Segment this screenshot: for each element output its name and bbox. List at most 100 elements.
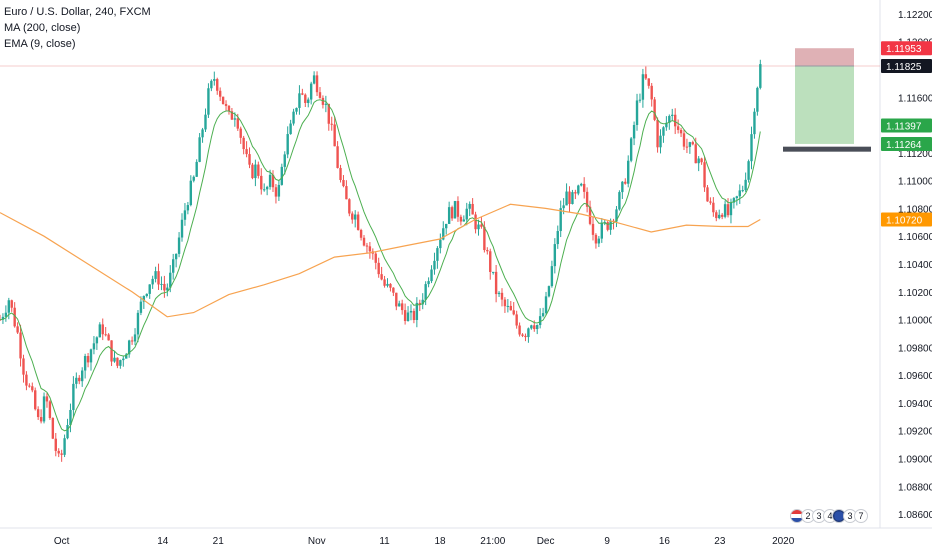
x-tick-label: 21:00	[480, 536, 505, 547]
candle-body	[304, 94, 307, 103]
candle-body	[92, 343, 96, 350]
candle-body	[136, 312, 140, 335]
y-tick-label: 1.08600	[898, 510, 932, 521]
candle-body	[483, 226, 486, 251]
candle-body	[544, 296, 548, 314]
candle-body	[533, 325, 536, 330]
candle-body	[753, 111, 756, 135]
candle-body	[430, 269, 433, 282]
economic-events-group-1[interactable]: 2 3 4	[790, 505, 837, 527]
candle-body	[315, 75, 319, 93]
candle-body	[19, 332, 22, 359]
candle-body	[133, 334, 137, 342]
candle-body	[556, 231, 559, 245]
candle-body	[172, 259, 175, 273]
y-tick-label: 1.10200	[898, 288, 932, 299]
candle-body	[474, 214, 477, 230]
candle-body	[720, 214, 724, 217]
candle-body	[75, 377, 78, 384]
candle-body	[60, 453, 63, 455]
candle-body	[415, 302, 419, 320]
candle-body	[257, 164, 260, 176]
candle-body	[673, 114, 677, 127]
candle-body	[274, 187, 278, 197]
candle-body	[227, 105, 231, 112]
candle-body	[439, 239, 442, 249]
candle-body	[662, 127, 665, 136]
candle-body	[72, 383, 75, 410]
x-tick-label: 21	[213, 536, 225, 547]
candle-body	[706, 187, 709, 202]
candle-body	[509, 305, 512, 311]
candle-body	[450, 207, 454, 219]
y-tick-label: 1.10800	[898, 204, 932, 215]
event-marker[interactable]: 3 7	[832, 505, 868, 527]
candle-body	[324, 103, 328, 105]
y-tick-label: 1.09400	[898, 399, 932, 410]
candle-body	[512, 310, 515, 315]
candle-body	[653, 99, 656, 120]
candle-body	[597, 238, 601, 244]
candle-body	[31, 386, 34, 391]
candle-body	[327, 103, 330, 124]
price-tag	[881, 212, 932, 227]
candle-body	[468, 203, 471, 209]
candle-body	[22, 358, 25, 375]
candle-body	[239, 128, 242, 138]
candle-body	[66, 425, 69, 439]
candle-body	[277, 184, 281, 197]
legend-symbol: Euro / U.S. Dollar, 240, FXCM	[4, 6, 151, 18]
candle-body	[359, 229, 363, 238]
candle-body	[456, 201, 460, 217]
y-tick-label: 1.11200	[898, 149, 932, 160]
candle-body	[700, 158, 703, 163]
candle-body	[506, 305, 510, 307]
candle-body	[688, 142, 692, 147]
candle-body	[248, 154, 251, 165]
candle-body	[51, 417, 55, 439]
price-tag-label: 1.11953	[886, 44, 922, 55]
candle-body	[759, 64, 762, 88]
candle-body	[709, 201, 712, 203]
candle-body	[36, 409, 40, 418]
candle-body	[356, 214, 360, 230]
candle-body	[412, 310, 416, 320]
candle-body	[685, 146, 689, 148]
candle-body	[568, 191, 571, 205]
candle-body	[462, 219, 466, 222]
price-tag-label: 1.10720	[886, 216, 923, 227]
candle-body	[574, 192, 577, 194]
indicator-lines	[0, 99, 761, 432]
candle-body	[491, 271, 495, 273]
candle-body	[518, 325, 521, 335]
candle-body	[151, 278, 154, 285]
candle-body	[389, 283, 392, 288]
candle-body	[48, 401, 52, 418]
candle-body	[362, 237, 366, 246]
candle-body	[210, 80, 213, 89]
candle-body	[644, 74, 648, 79]
candle-body	[119, 360, 122, 366]
y-tick-label: 1.10000	[898, 316, 932, 327]
candle-body	[750, 134, 753, 162]
candle-body	[78, 377, 81, 382]
candle-body	[691, 142, 695, 145]
candle-body	[606, 222, 609, 230]
candle-body	[57, 450, 60, 454]
event-marker[interactable]: 2 3 4	[790, 505, 837, 527]
price-tag-label: 1.11264	[886, 140, 922, 151]
x-tick-label: Nov	[308, 536, 326, 547]
candle-body	[289, 123, 292, 135]
candle-body	[609, 220, 612, 230]
candle-body	[615, 209, 618, 222]
candle-body	[618, 192, 621, 210]
candle-body	[351, 213, 354, 220]
candle-body	[553, 244, 557, 267]
price-tags: 1.11953 1.11825 1.11397 1.11264 1.10720	[881, 41, 932, 227]
economic-events-group-2[interactable]: 3 7	[832, 505, 868, 527]
candle-body	[63, 438, 66, 455]
candle-body	[268, 174, 272, 187]
candle-body	[729, 202, 733, 216]
candle-body	[715, 212, 718, 219]
